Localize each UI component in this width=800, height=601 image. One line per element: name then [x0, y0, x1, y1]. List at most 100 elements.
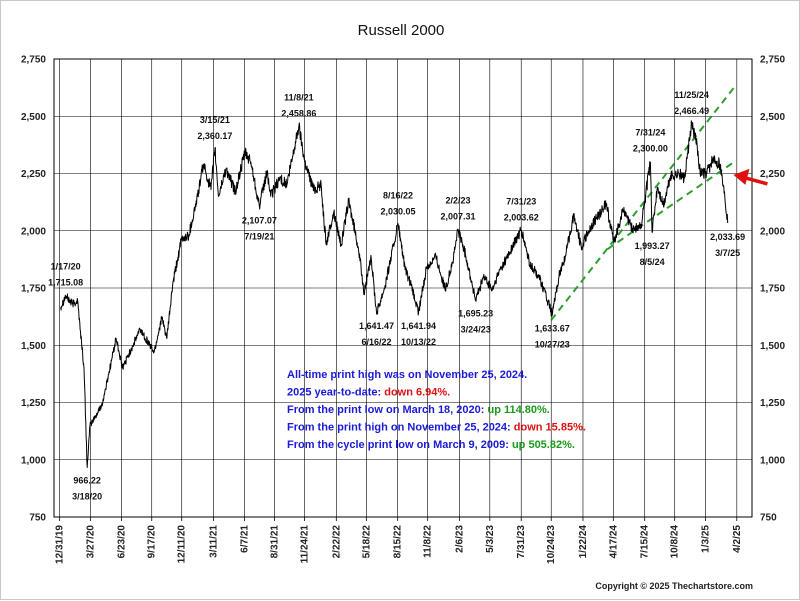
y-tick-label-left: 750 — [29, 513, 46, 524]
annotation-label: 1,993.27 — [635, 241, 670, 251]
price-annotations: 1/17/20 1,715.08 966.22 3/18/20 3/15/21 2,360… — [48, 90, 745, 502]
x-tick-label: 12/31/19 — [55, 525, 66, 564]
x-tick-label: 5/18/22 — [361, 525, 372, 559]
annotation-label: 2,033.69 — [710, 232, 745, 242]
annotation-label: 1/17/20 — [51, 262, 81, 272]
annotation-label: 2,466.49 — [674, 106, 709, 116]
stat-part: From the print low on March 18, 2020: — [287, 404, 487, 416]
y-axis-left: 750 1,000 1,250 1,500 1,750 2,000 2,250 2,500 2,… — [21, 55, 46, 524]
stat-part: down 6.94%. — [384, 387, 450, 399]
x-tick-label: 4/2/25 — [732, 525, 743, 553]
stat-line: From the cycle print low on March 9, 200… — [287, 439, 575, 451]
annotation-label: 2,007.31 — [441, 211, 476, 221]
annotation-label: 1,633.67 — [535, 323, 570, 333]
y-tick-label-right: 2,250 — [760, 169, 785, 180]
x-tick-label: 3/27/20 — [85, 525, 96, 559]
stat-line: From the print high on November 25, 2024… — [287, 422, 586, 434]
stat-part: down 15.85%. — [514, 422, 586, 434]
y-tick-label-left: 2,750 — [21, 55, 46, 66]
stat-line: 2025 year-to-date: down 6.94%. — [287, 387, 450, 399]
stat-line: All-time print high was on November 25, … — [287, 369, 527, 381]
stat-part: up 114.80%. — [487, 404, 549, 416]
annotation-label: 3/24/23 — [461, 324, 491, 334]
stat-part: All-time print high was on November 25, … — [287, 369, 527, 381]
annotation-label: 1,641.47 — [359, 321, 394, 331]
annotation-label: 2,300.00 — [633, 144, 668, 154]
annotation-label: 2/2/23 — [446, 195, 471, 205]
x-tick-label: 3/11/21 — [209, 525, 220, 558]
x-tick-label: 2/6/23 — [454, 525, 465, 553]
annotation-label: 2,003.62 — [504, 212, 539, 222]
annotation-label: 3/15/21 — [200, 115, 230, 125]
y-tick-label-left: 2,250 — [21, 169, 46, 180]
x-tick-label: 6/7/21 — [240, 525, 251, 553]
x-tick-label: 6/23/20 — [116, 525, 127, 559]
y-tick-label-left: 2,000 — [21, 226, 46, 237]
annotation-label: 7/31/24 — [635, 128, 665, 138]
annotation-label: 2,458.86 — [281, 108, 316, 118]
y-tick-label-left: 1,000 — [21, 455, 46, 466]
annotation-label: 8/16/22 — [383, 191, 413, 201]
x-tick-label: 10/8/24 — [670, 525, 681, 559]
annotation-label: 2,107.07 — [242, 216, 277, 226]
y-tick-label-left: 1,750 — [21, 284, 46, 295]
stat-part: From the print high on November 25, 2024… — [287, 422, 514, 434]
x-tick-label: 5/3/23 — [485, 525, 496, 553]
annotation-label: 1,695.23 — [458, 308, 493, 318]
annotation-label: 3/18/20 — [72, 492, 102, 502]
red-arrow-head — [733, 168, 750, 185]
x-axis: 12/31/19 3/27/20 6/23/20 9/17/20 12/11/20 3/1… — [55, 517, 743, 564]
stat-line: From the print low on March 18, 2020: up… — [287, 404, 550, 416]
annotation-label: 1,715.08 — [48, 278, 83, 288]
red-arrow-icon — [733, 168, 768, 186]
x-tick-label: 8/15/22 — [393, 525, 404, 559]
y-tick-label-left: 1,250 — [21, 398, 46, 409]
red-arrow-shaft — [744, 176, 768, 186]
x-tick-label: 2/22/22 — [331, 525, 342, 559]
stat-part: up 505.82%. — [512, 439, 575, 451]
annotation-label: 7/19/21 — [244, 232, 274, 242]
y-tick-label-right: 1,000 — [760, 455, 785, 466]
annotation-label: 8/5/24 — [640, 257, 665, 267]
annotation-label: 10/27/23 — [535, 339, 570, 349]
y-tick-label-right: 2,750 — [760, 55, 785, 66]
chart-title: Russell 2000 — [358, 22, 445, 39]
annotation-label: 1,641.94 — [401, 321, 436, 331]
price-series — [60, 120, 729, 468]
annotation-label: 2,360.17 — [197, 131, 232, 141]
annotation-label: 10/13/22 — [401, 337, 436, 347]
price-line — [60, 120, 729, 468]
y-tick-label-right: 2,500 — [760, 112, 785, 123]
x-tick-label: 1/22/24 — [578, 525, 589, 559]
stat-part: From the cycle print low on March 9, 200… — [287, 439, 512, 451]
x-tick-label: 11/8/22 — [423, 525, 434, 558]
annotation-label: 6/16/22 — [362, 337, 392, 347]
x-tick-label: 12/11/20 — [177, 525, 188, 564]
x-tick-label: 1/3/25 — [700, 525, 711, 553]
annotation-label: 2,030.05 — [381, 207, 416, 217]
x-tick-label: 7/15/24 — [640, 525, 651, 559]
stat-part: 2025 year-to-date: — [287, 387, 384, 399]
annotation-label: 966.22 — [73, 476, 101, 486]
annotation-label: 3/7/25 — [715, 248, 740, 258]
x-tick-label: 8/31/21 — [270, 525, 281, 559]
y-tick-label-right: 1,250 — [760, 398, 785, 409]
annotation-label: 11/8/21 — [284, 92, 314, 102]
trend-channel — [550, 87, 735, 321]
y-axis-right: 750 1,000 1,250 1,500 1,750 2,000 2,250 2,500 2,… — [760, 55, 785, 524]
x-tick-label: 9/17/20 — [147, 525, 158, 559]
y-tick-label-left: 1,500 — [21, 341, 46, 352]
y-tick-label-right: 2,000 — [760, 226, 785, 237]
channel-line — [550, 87, 735, 321]
x-tick-label: 4/17/24 — [608, 525, 619, 559]
annotation-label: 11/25/24 — [674, 90, 709, 100]
copyright-note: Copyright © 2025 Thechartstore.com — [595, 581, 753, 591]
y-tick-label-right: 750 — [760, 513, 777, 524]
y-tick-label-left: 2,500 — [21, 112, 46, 123]
stats-text-block: All-time print high was on November 25, … — [287, 369, 586, 451]
channel-line — [607, 161, 735, 250]
y-tick-label-right: 1,500 — [760, 341, 785, 352]
x-tick-label: 7/31/23 — [516, 525, 527, 559]
